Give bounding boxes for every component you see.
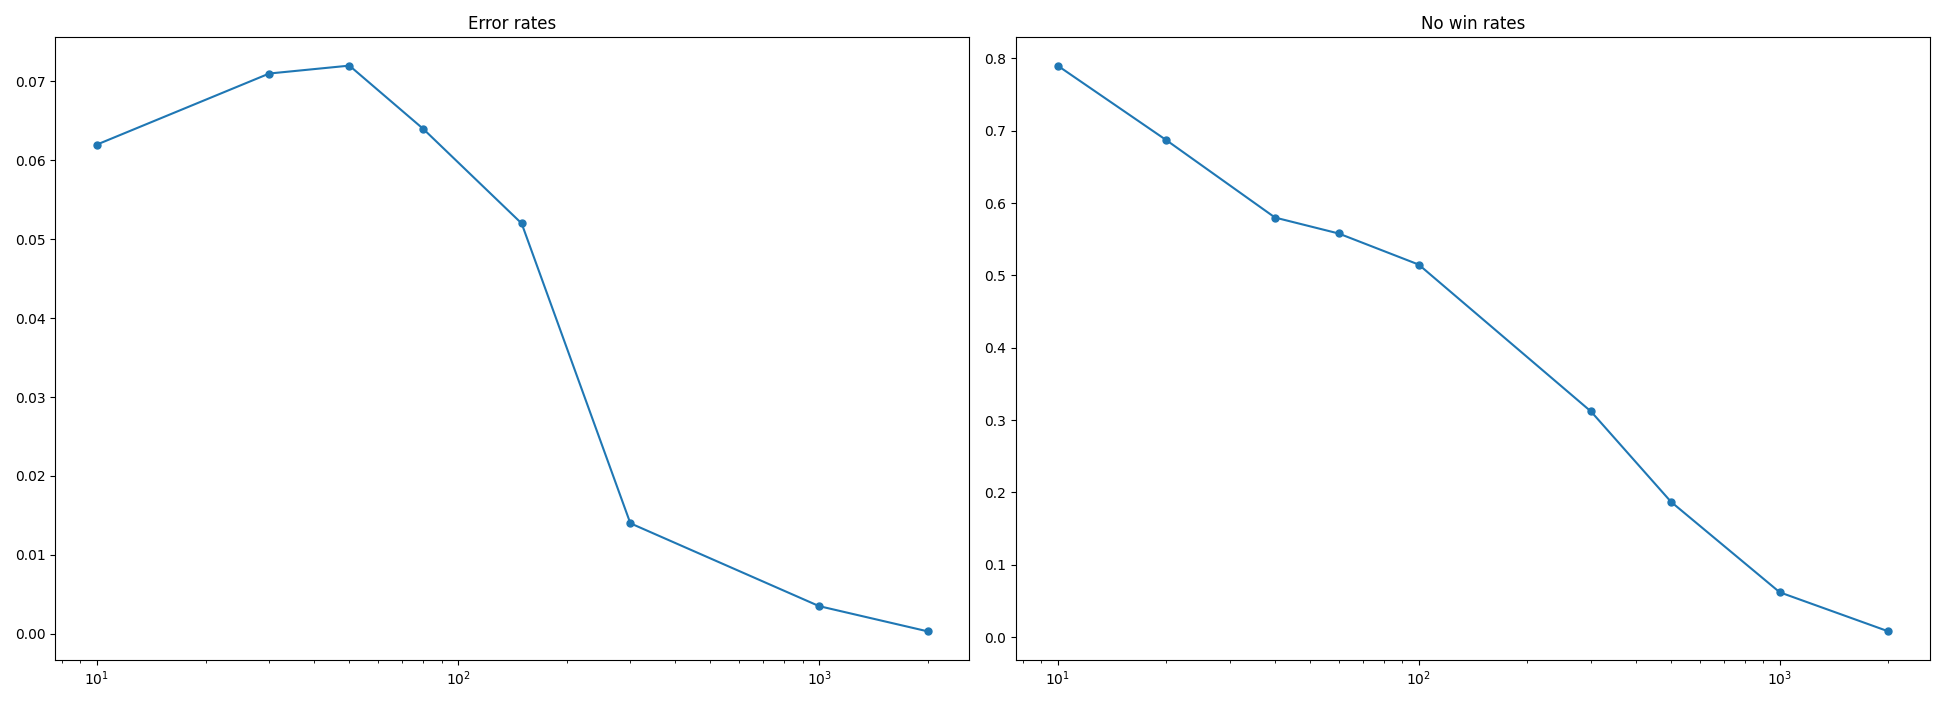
- Title: Error rates: Error rates: [469, 15, 556, 33]
- Title: No win rates: No win rates: [1422, 15, 1525, 33]
